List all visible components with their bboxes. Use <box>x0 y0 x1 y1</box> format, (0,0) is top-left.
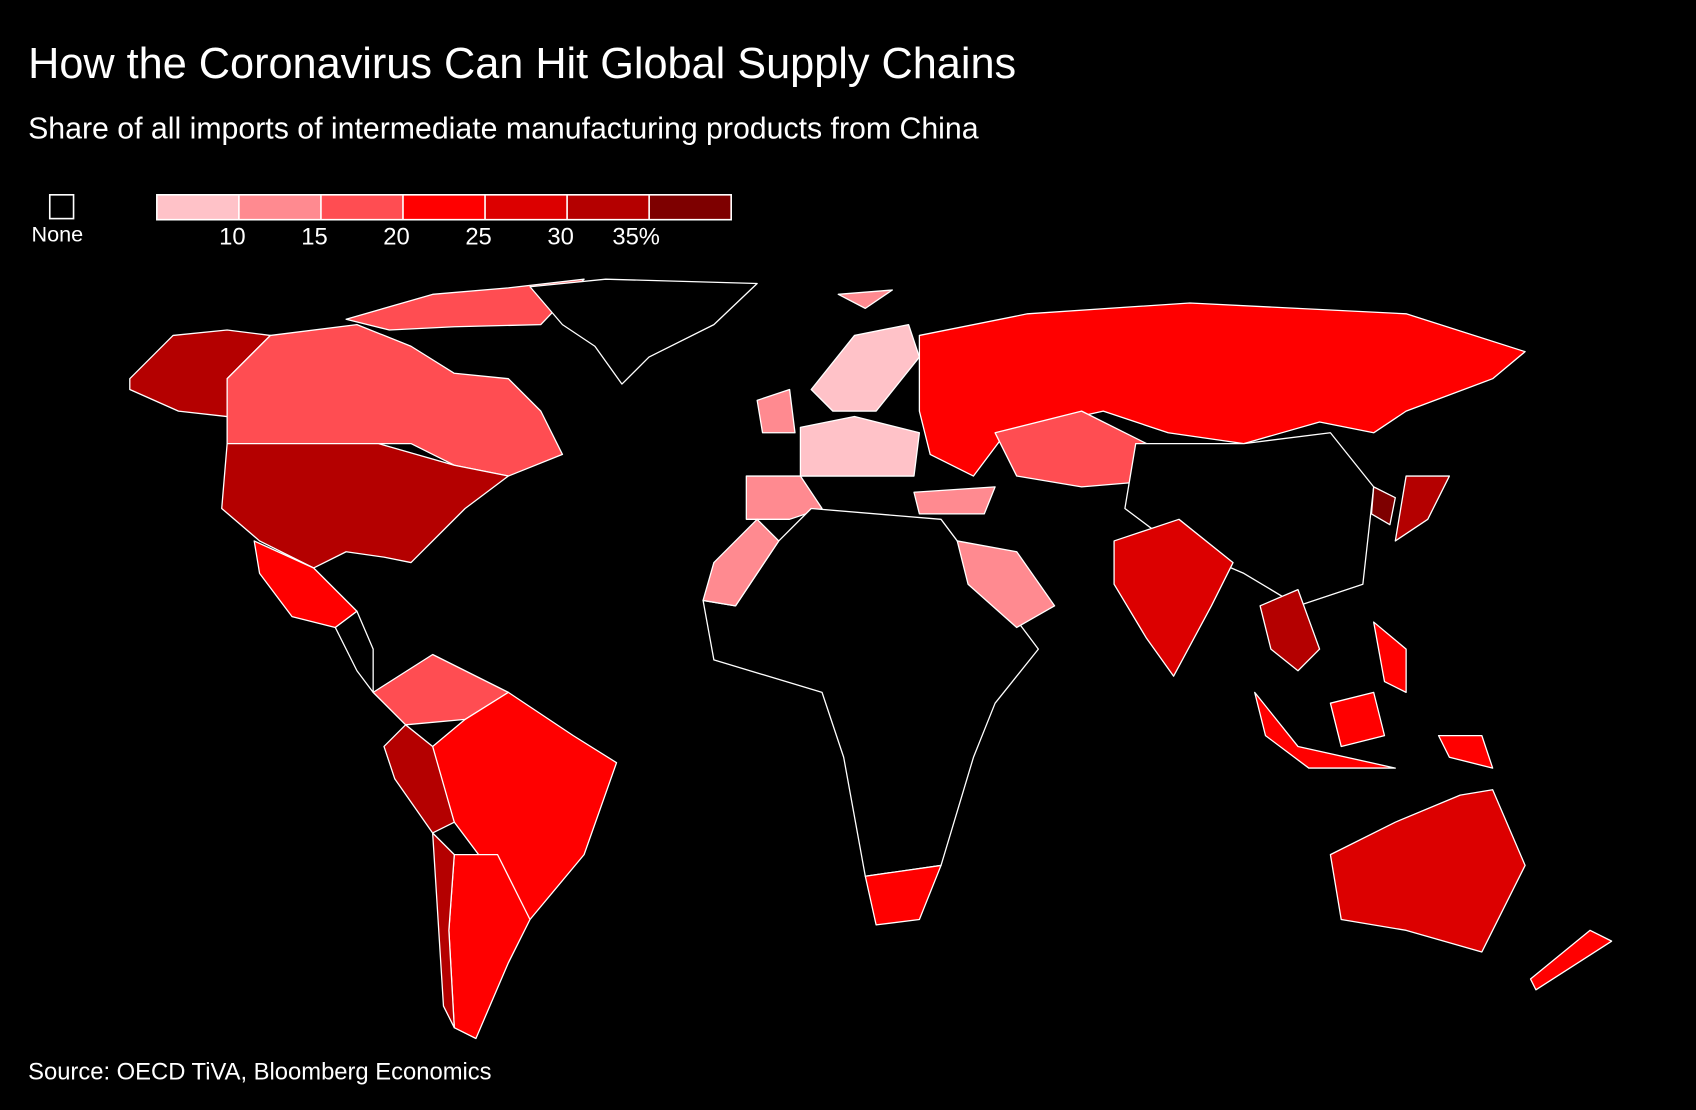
legend-tick-label: 30 <box>547 224 573 251</box>
region <box>864 864 942 926</box>
region <box>1259 588 1321 672</box>
region <box>1329 691 1386 748</box>
source: Source: OECD TiVA, Bloomberg Economics <box>28 1059 492 1086</box>
region <box>529 278 758 385</box>
legend-swatch <box>485 194 568 220</box>
legend-swatch <box>320 194 403 220</box>
legend-tick-label: 35% <box>612 224 660 251</box>
region <box>702 507 1040 877</box>
region <box>1254 691 1396 769</box>
region <box>810 323 921 412</box>
region <box>334 610 374 694</box>
region <box>226 323 564 477</box>
legend-tick-label: 25 <box>465 224 491 251</box>
region <box>1370 486 1396 526</box>
region <box>221 442 510 569</box>
region <box>1394 475 1451 542</box>
region <box>913 486 996 515</box>
map <box>129 278 1613 1040</box>
region <box>1113 518 1234 677</box>
legend-tick-label: 15 <box>301 224 327 251</box>
region <box>1124 432 1375 607</box>
region <box>956 540 1056 629</box>
region <box>1529 929 1613 991</box>
region <box>432 832 455 1029</box>
legend-swatch <box>156 194 239 220</box>
legend-swatch <box>567 194 650 220</box>
legend-frame <box>156 194 732 221</box>
none-swatch <box>48 194 75 220</box>
legend-swatch <box>649 194 732 220</box>
chart-subtitle: Share of all imports of intermediate man… <box>28 113 979 146</box>
chart-title: How the Coronavirus Can Hit Global Suppl… <box>28 40 1016 88</box>
region <box>383 724 455 834</box>
none-label: None <box>31 221 83 246</box>
legend: 10 15 20 25 30 35% <box>156 194 732 251</box>
legend-swatch <box>402 194 486 220</box>
region <box>756 388 796 434</box>
region <box>1329 789 1526 953</box>
region <box>702 518 780 607</box>
region <box>1437 734 1494 769</box>
legend-tick-label: 20 <box>383 224 409 251</box>
legend-swatch <box>238 194 321 220</box>
region <box>799 415 921 477</box>
region <box>1373 621 1407 694</box>
region <box>837 289 893 310</box>
region <box>918 302 1526 477</box>
legend-tick-label: 10 <box>219 224 245 251</box>
